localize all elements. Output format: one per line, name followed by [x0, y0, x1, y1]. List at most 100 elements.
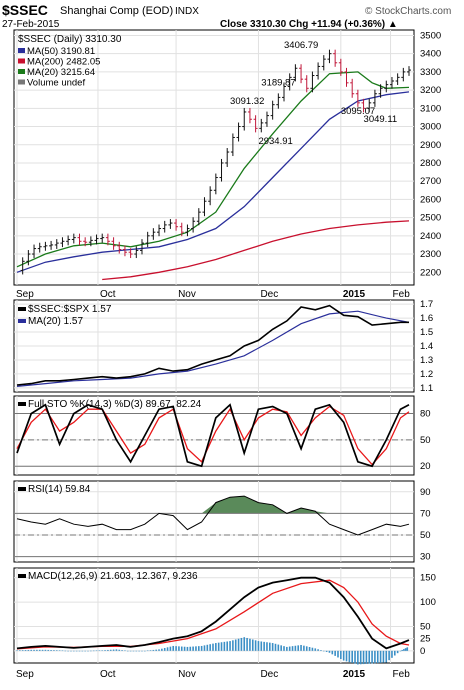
macd-hist-bar	[249, 638, 251, 651]
macd-hist-bar	[163, 647, 166, 651]
macd-hist-bar	[98, 650, 101, 651]
macd-hist-bar	[288, 646, 291, 651]
macd-hist-bar	[33, 649, 35, 651]
macd-hist-bar	[404, 648, 407, 651]
macd-line	[16, 576, 410, 650]
macd-hist-bar	[183, 646, 186, 651]
macd-hist-bar	[118, 649, 121, 651]
macd-hist-bar	[391, 650, 393, 658]
symbol-title: $SSEC	[2, 2, 48, 18]
macd-hist-bar	[237, 638, 240, 651]
rsi-overbought-fill	[17, 496, 409, 514]
legend-swatch	[18, 574, 26, 578]
legend-swatch	[18, 402, 26, 406]
x-tick-label-bottom: Dec	[260, 669, 278, 680]
y-tick-label: 25	[420, 634, 431, 645]
macd-hist-bar	[362, 650, 365, 665]
ratio-line	[16, 304, 409, 386]
macd-hist-bar	[212, 643, 214, 651]
macd-hist-bar	[254, 640, 257, 651]
macd-hist-bar	[246, 637, 248, 651]
panel-frame	[13, 480, 415, 563]
macd-hist-bar	[351, 650, 353, 663]
macd-hist-bar	[232, 640, 234, 651]
legend-swatch	[18, 58, 25, 64]
legend-swatch	[18, 307, 26, 311]
macd-hist-bar	[30, 649, 33, 651]
x-tick-label-top: Dec	[260, 289, 278, 300]
x-tick-label-top: Sep	[16, 289, 34, 300]
macd-panel-title: MACD(12,26,9) 21.603, 12.367, 9.236	[28, 571, 198, 582]
macd-hist-bar	[90, 650, 92, 652]
x-tick-label-bottom: Nov	[178, 669, 196, 680]
macd-hist-bar	[64, 650, 67, 652]
macd-hist-bar	[186, 646, 189, 651]
macd-hist-bar	[340, 650, 342, 660]
y-tick-label: 1.5	[420, 327, 433, 338]
y-tick-label: 2300	[420, 249, 441, 260]
macd-hist-bar	[320, 650, 322, 651]
macd-hist-bar	[126, 650, 129, 652]
macd-hist-bar	[311, 647, 314, 651]
macd-hist-bar	[115, 649, 118, 651]
macd-hist-bar	[104, 650, 106, 651]
macd-hist-bar	[291, 646, 294, 651]
price-panel-series: 3406.79 3189.87 3091.32 2934.91 3095.073049.…	[16, 34, 411, 281]
macd-hist-bar	[109, 649, 112, 651]
y-tick-label: 1.6	[420, 313, 433, 324]
y-tick-label: 0	[420, 646, 425, 657]
macd-hist-bar	[166, 647, 169, 651]
y-tick-label: 2800	[420, 158, 441, 169]
price-annotation: 3049.11	[364, 114, 398, 125]
macd-hist-bar	[328, 650, 331, 653]
macd-hist-bar	[73, 650, 75, 652]
y-tick-label: 100	[420, 597, 436, 608]
ma20-line	[16, 71, 410, 268]
macd-hist-bar	[38, 649, 41, 651]
macd-hist-bar	[226, 641, 229, 651]
stoch-panel-title: Full STO %K(14,3) %D(3) 89.67, 82.24	[28, 399, 202, 410]
macd-hist-bar	[138, 650, 140, 652]
macd-hist-bar	[374, 650, 376, 664]
macd-hist-bar	[305, 646, 308, 651]
macd-hist-bar	[283, 646, 285, 651]
legend-label: MA(20) 1.57	[28, 316, 83, 327]
macd-hist-bar	[178, 646, 180, 651]
macd-hist-bar	[354, 650, 356, 664]
macd-hist-bar	[240, 637, 243, 651]
macd-hist-bar	[189, 646, 192, 651]
macd-hist-bar	[371, 650, 373, 664]
ratio-panel-title: $SSEC:$SPX 1.57	[28, 304, 112, 315]
macd-hist-bar	[266, 642, 268, 651]
price-annotation: 2934.91	[258, 136, 292, 147]
macd-hist-bar	[300, 644, 302, 651]
y-tick-label: 20	[420, 461, 431, 472]
ma200-line	[102, 220, 410, 281]
macd-hist-bar	[263, 641, 265, 651]
macd-hist-bar	[169, 646, 172, 651]
macd-hist-bar	[135, 650, 138, 652]
macd-hist-bar	[403, 649, 405, 651]
x-tick-label-top: Nov	[178, 289, 196, 300]
x-tick-label-top: 2015	[343, 289, 366, 300]
y-tick-label: 3300	[420, 67, 441, 78]
rsi-line	[16, 495, 410, 536]
macd-hist-bar	[203, 645, 206, 651]
y-tick-label: 1.7	[420, 299, 433, 310]
macd-hist-bar	[399, 650, 402, 652]
x-tick-label-bottom: Sep	[16, 669, 34, 680]
macd-hist-bar	[260, 641, 263, 651]
y-tick-label: 2200	[420, 267, 441, 278]
y-tick-label: 3400	[420, 49, 441, 60]
macd-hist-bar	[209, 644, 211, 651]
macd-hist-bar	[314, 648, 317, 651]
macd-hist-bar	[271, 643, 274, 651]
legend-label: MA(200) 2482.05	[27, 57, 100, 68]
macd-hist-bar	[87, 650, 89, 652]
macd-hist-bar	[158, 649, 160, 651]
macd-hist-bar	[379, 650, 382, 663]
macd-hist-bar	[195, 646, 197, 651]
legend-label: MA(20) 3215.64	[27, 67, 95, 78]
